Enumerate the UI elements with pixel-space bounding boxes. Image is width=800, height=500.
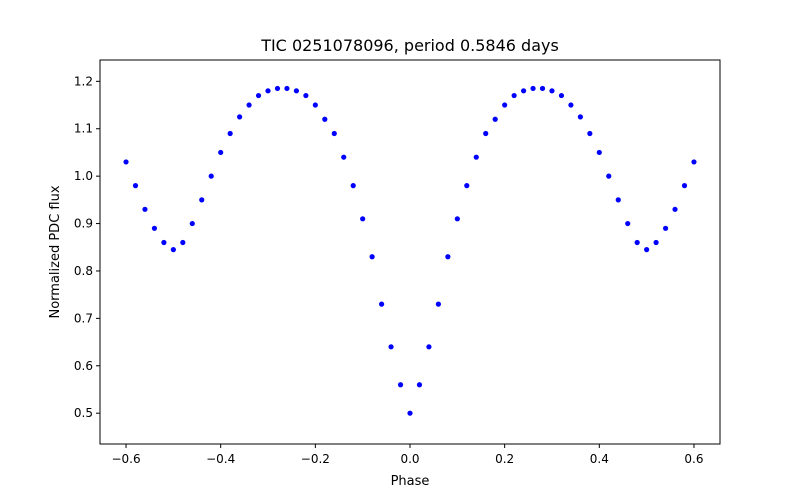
scatter-points <box>123 85 697 416</box>
data-point <box>132 183 139 189</box>
y-axis-label: Normalized PDC flux <box>48 185 63 318</box>
y-tick-label: 1.2 <box>74 74 93 88</box>
data-point <box>426 344 432 350</box>
data-point <box>454 216 460 222</box>
y-tick-label: 1.0 <box>74 169 93 183</box>
data-point <box>407 410 413 416</box>
data-point <box>587 130 593 137</box>
x-tick-label: 0.6 <box>684 452 703 466</box>
x-tick-label: 0.4 <box>590 452 609 466</box>
data-point <box>397 382 404 388</box>
data-point <box>350 183 356 189</box>
data-point <box>331 130 337 137</box>
data-point <box>142 206 148 212</box>
data-point <box>672 206 678 212</box>
x-tick-label: 0.2 <box>495 452 514 466</box>
data-point <box>539 85 546 92</box>
data-point <box>208 173 214 179</box>
data-point <box>199 197 205 203</box>
data-point <box>284 85 290 92</box>
data-point <box>473 154 479 160</box>
y-tick-label: 0.7 <box>74 311 93 325</box>
data-point <box>170 247 176 253</box>
data-point <box>388 344 394 350</box>
data-point <box>492 116 498 122</box>
data-point <box>435 301 441 307</box>
data-point <box>644 247 650 253</box>
data-point <box>634 239 640 246</box>
plot-area <box>99 59 721 445</box>
data-point <box>520 88 527 94</box>
data-point <box>180 239 186 246</box>
data-point <box>568 102 574 108</box>
data-point <box>596 149 602 156</box>
data-point <box>577 114 583 120</box>
data-point <box>151 225 158 231</box>
data-point <box>255 92 262 99</box>
chart-title: TIC 0251078096, period 0.5846 days <box>260 36 559 55</box>
data-point <box>483 130 489 137</box>
data-point <box>625 220 631 227</box>
data-point <box>681 183 688 189</box>
y-tick-label: 0.6 <box>74 359 93 373</box>
data-point <box>653 239 659 246</box>
data-point <box>445 254 451 260</box>
data-point <box>312 102 318 108</box>
data-point <box>227 130 233 137</box>
x-tick-label: −0.4 <box>206 452 235 466</box>
y-axis-ticks: 0.5 0.6 0.7 0.8 0.9 1.0 1.1 1.2 <box>74 74 100 420</box>
data-point <box>379 301 385 307</box>
y-tick-label: 0.8 <box>74 264 93 278</box>
data-point <box>549 88 555 94</box>
data-point <box>274 85 281 92</box>
data-point <box>615 197 621 203</box>
data-point <box>530 85 536 92</box>
x-tick-label: −0.6 <box>111 452 140 466</box>
data-point <box>123 159 129 165</box>
x-axis-ticks: −0.6 −0.4 −0.2 0.0 0.2 0.4 0.6 <box>111 444 704 466</box>
data-point <box>502 102 508 108</box>
data-point <box>293 88 300 94</box>
data-point <box>416 382 423 388</box>
data-point <box>218 149 224 156</box>
data-point <box>341 154 347 160</box>
y-tick-label: 0.9 <box>74 217 93 231</box>
x-tick-label: 0.0 <box>400 452 419 466</box>
data-point <box>303 92 309 99</box>
data-point <box>189 220 195 227</box>
y-tick-label: 1.1 <box>74 122 93 136</box>
data-point <box>246 102 252 108</box>
data-point <box>558 92 565 99</box>
data-point <box>265 88 271 94</box>
data-point <box>369 254 375 260</box>
data-point <box>464 183 470 189</box>
x-axis-label: Phase <box>391 474 430 489</box>
data-point <box>237 114 243 120</box>
data-point <box>691 159 697 165</box>
data-point <box>322 116 328 122</box>
data-point <box>360 216 366 222</box>
data-point <box>161 239 167 246</box>
x-tick-label: −0.2 <box>301 452 330 466</box>
data-point <box>662 225 669 231</box>
data-point <box>511 92 517 99</box>
y-tick-label: 0.5 <box>74 406 93 420</box>
data-point <box>606 173 612 179</box>
